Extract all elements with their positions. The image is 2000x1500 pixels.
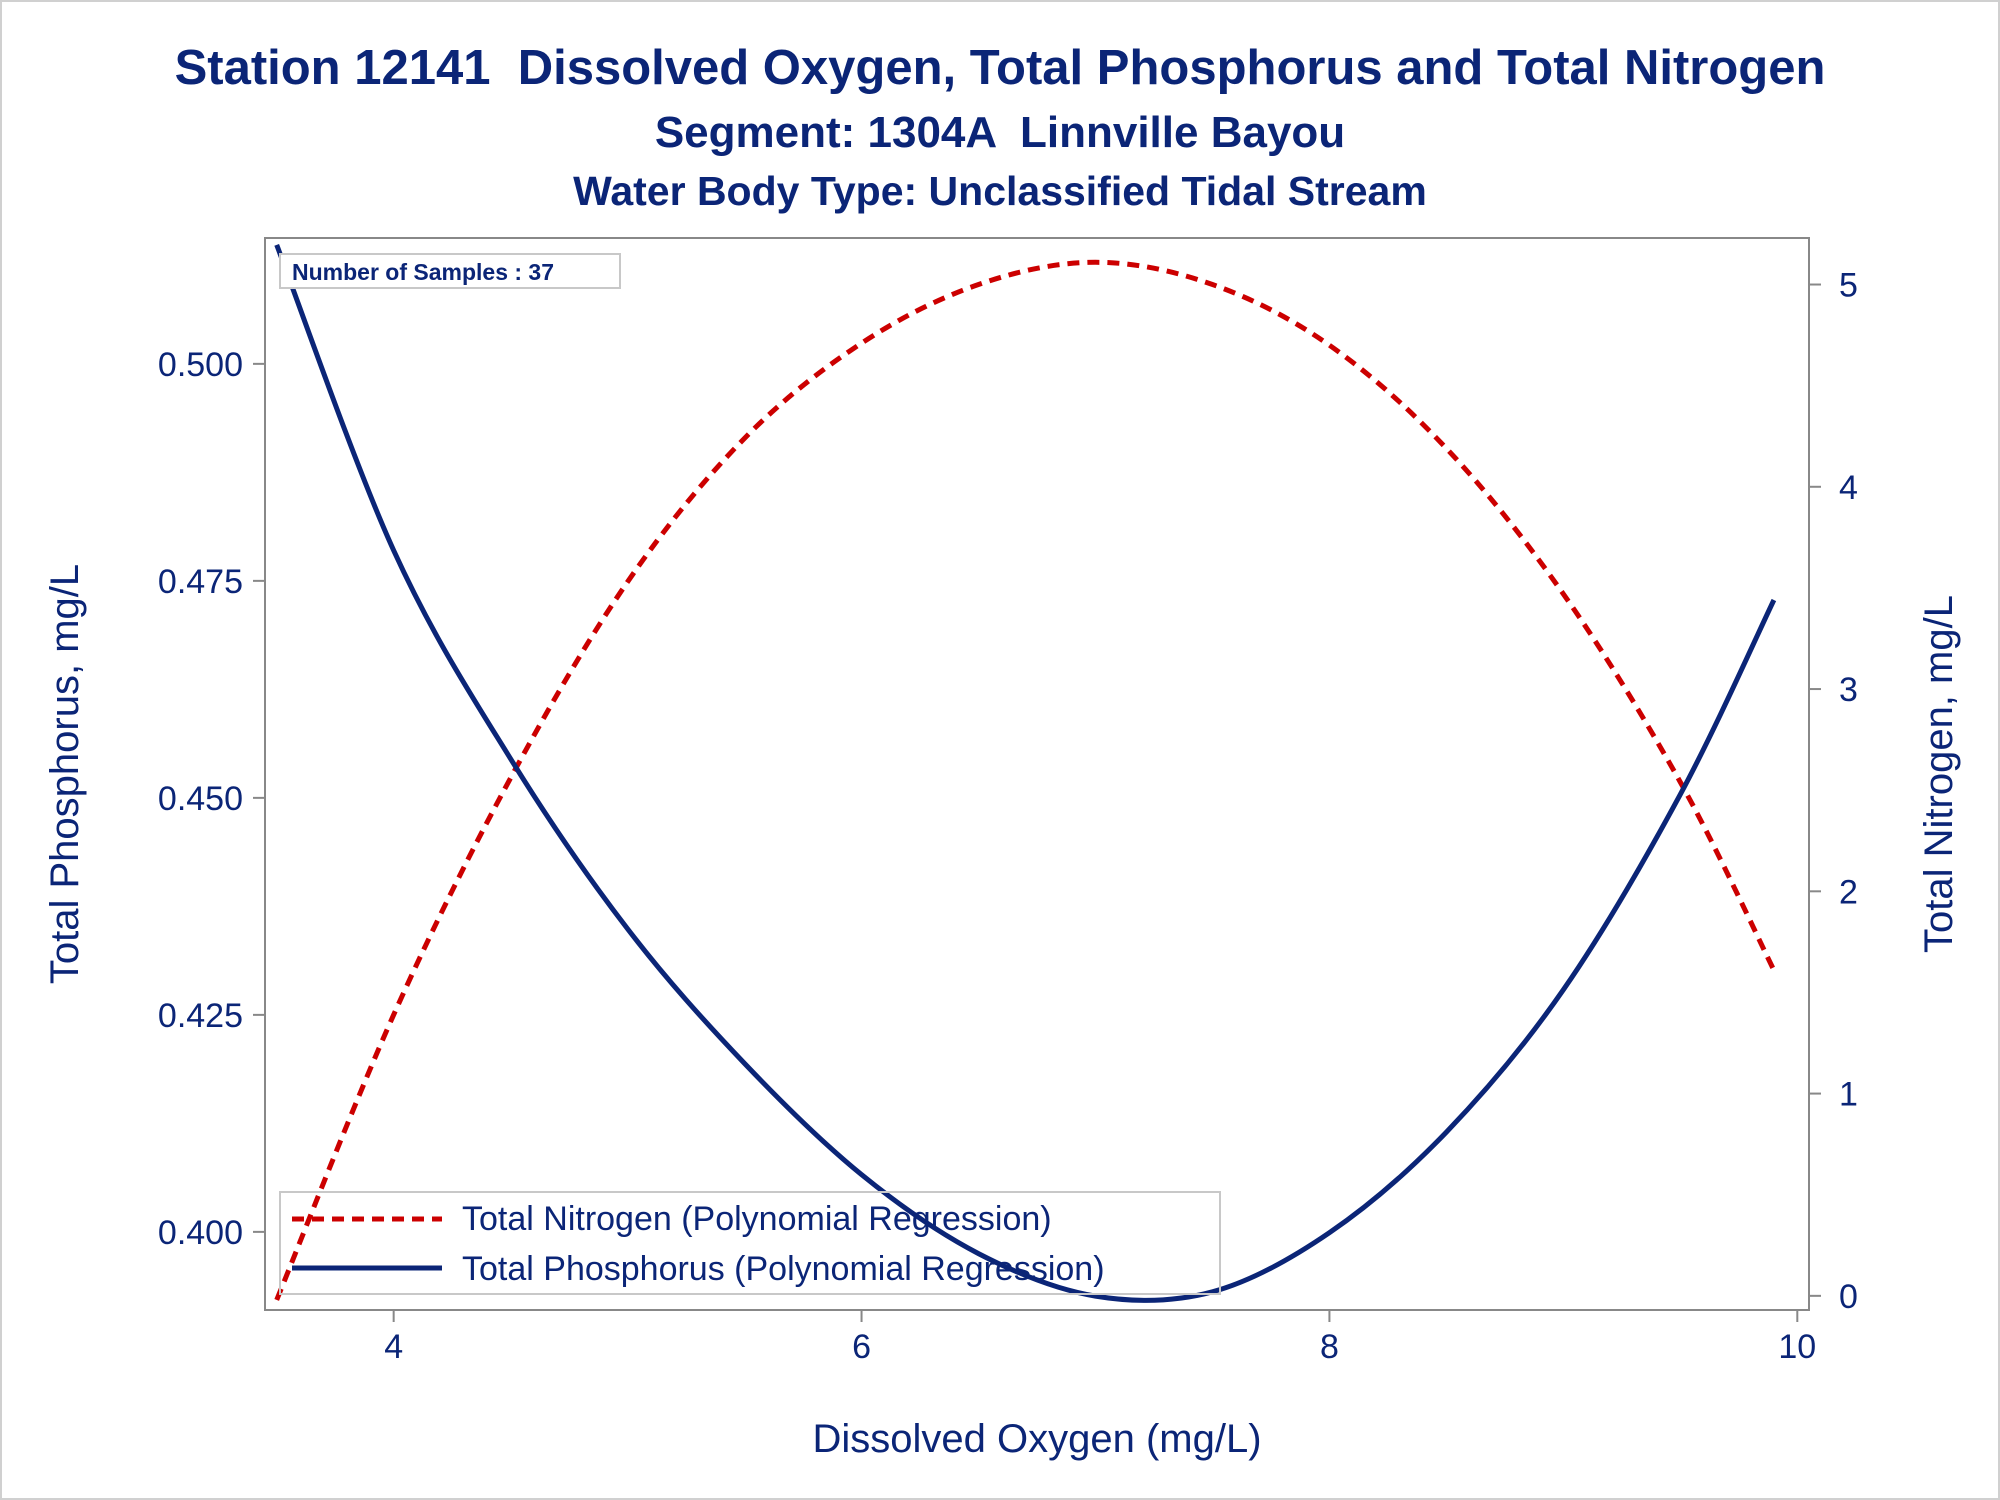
chart-subtitle-segment: Segment: 1304A Linnville Bayou bbox=[654, 108, 1346, 157]
y2-tick-label: 5 bbox=[1839, 267, 1858, 305]
chart-title: Station 12141 Dissolved Oxygen, Total Ph… bbox=[174, 41, 1826, 95]
x-tick-label: 4 bbox=[384, 1328, 403, 1366]
y2-axis-title: Total Nitrogen, mg/L bbox=[1917, 595, 1961, 953]
sample-count-label: Number of Samples : 37 bbox=[292, 259, 554, 285]
y-tick-label: 0.400 bbox=[158, 1214, 243, 1252]
y-tick-label: 0.500 bbox=[158, 346, 243, 384]
sample-count-inset: Number of Samples : 37 bbox=[279, 253, 621, 289]
axes-group: 4 6 8 10 0.400 0.425 0.450 0.475 0.500 0 1 2 3 4 5 Diss… bbox=[43, 267, 1961, 1461]
y2-tick-label: 4 bbox=[1839, 469, 1858, 507]
series-line-phosphorus bbox=[274, 244, 1777, 1303]
x-tick-label: 8 bbox=[1320, 1328, 1339, 1366]
y-tick-label: 0.425 bbox=[158, 997, 243, 1035]
legend-box bbox=[279, 1191, 1221, 1295]
plot-area-frame bbox=[264, 237, 1810, 1311]
legend-label-phosphorus: Total Phosphorus (Polynomial Regression) bbox=[462, 1250, 1105, 1288]
y2-tick-label: 1 bbox=[1839, 1076, 1858, 1114]
y-tick-label: 0.450 bbox=[158, 780, 243, 818]
legend-label-nitrogen: Total Nitrogen (Polynomial Regression) bbox=[462, 1200, 1052, 1238]
y-tick-label: 0.475 bbox=[158, 563, 243, 601]
x-tick-label: 6 bbox=[852, 1328, 871, 1366]
legend: Total Nitrogen (Polynomial Regression) T… bbox=[279, 1191, 1221, 1295]
x-axis-title: Dissolved Oxygen (mg/L) bbox=[812, 1417, 1261, 1461]
y-axis-title: Total Phosphorus, mg/L bbox=[43, 564, 87, 984]
y2-tick-label: 0 bbox=[1839, 1278, 1858, 1316]
chart-subtitle-water-body: Water Body Type: Unclassified Tidal Stre… bbox=[573, 168, 1427, 214]
y2-tick-label: 2 bbox=[1839, 873, 1858, 911]
sample-count-box bbox=[279, 253, 621, 289]
y2-tick-label: 3 bbox=[1839, 671, 1858, 709]
x-tick-label: 10 bbox=[1778, 1328, 1816, 1366]
series-curves bbox=[274, 244, 1777, 1303]
series-line-nitrogen bbox=[274, 259, 1777, 1301]
